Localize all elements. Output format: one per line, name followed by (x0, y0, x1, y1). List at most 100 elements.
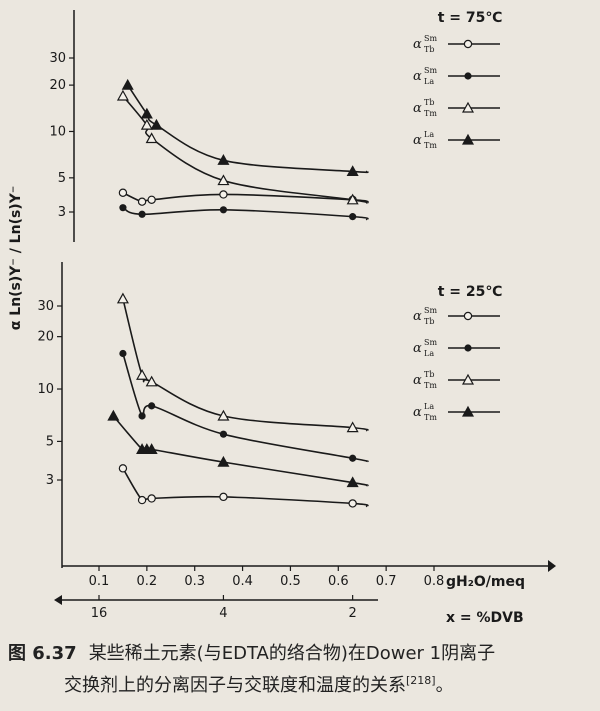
x-tick-label: 0.8 (424, 574, 445, 589)
data-point (119, 349, 127, 358)
data-point (219, 430, 228, 438)
data-point (217, 174, 230, 186)
data-point (217, 409, 230, 421)
data-point (219, 492, 228, 502)
series-la-tm: α La Tm (107, 402, 500, 488)
data-point (346, 421, 359, 433)
y-tick-label: 20 (37, 330, 54, 345)
x-tick-label: 0.3 (184, 574, 205, 589)
legend-sub: Tb (424, 45, 434, 54)
data-point (148, 402, 156, 410)
data-point (219, 206, 228, 214)
x-tick-label: 0.4 (232, 574, 253, 589)
data-point (119, 204, 127, 212)
x-tick-label: 0.1 (89, 574, 110, 589)
data-point (145, 443, 158, 454)
legend-sup: Tb (424, 98, 434, 107)
legend-sup: La (424, 402, 434, 411)
panel-title: t = 25℃ (438, 284, 503, 300)
data-point (138, 210, 146, 218)
legend-sub: Tm (424, 109, 437, 118)
legend-entry: α (413, 373, 422, 388)
data-point (461, 373, 475, 385)
caption-line2: 交换剂上的分离因子与交联度和温度的关系 (64, 675, 406, 696)
data-point (140, 107, 153, 119)
x2-tick-label: 16 (91, 606, 108, 621)
series-line (122, 206, 369, 221)
x2-tick-label: 2 (349, 606, 357, 621)
data-point (107, 409, 120, 421)
data-point (219, 190, 228, 199)
data-point (349, 213, 357, 221)
data-point (116, 89, 129, 101)
data-point (464, 344, 472, 352)
caption-ref: [218] (406, 674, 436, 687)
data-point (346, 476, 359, 488)
y-tick-label: 10 (37, 382, 54, 397)
data-point (136, 369, 149, 380)
data-point (147, 494, 156, 503)
caption-line2-wrap: 交换剂上的分离因子与交联度和温度的关系[218]。 (8, 667, 592, 699)
figure-caption: 图 6.37 某些稀土元素(与EDTA的络合物)在Dower 1阴离子 交换剂上的… (8, 640, 592, 699)
y-tick-label: 20 (49, 78, 66, 93)
data-point (118, 188, 128, 197)
legend-entry: α (413, 101, 422, 116)
y-tick-label: 5 (46, 434, 54, 449)
x-tick-label: 0.5 (280, 574, 301, 589)
x-tick-label: 0.2 (137, 574, 158, 589)
data-point (461, 133, 475, 145)
legend-entry: α (413, 133, 422, 148)
x2-axis-label: x = %DVB (446, 610, 524, 626)
x-axis-arrow (548, 560, 556, 572)
data-point (138, 412, 146, 420)
legend-sub: Tm (424, 381, 437, 390)
x-tick-label: 0.6 (328, 574, 349, 589)
x2-axis-arrow (54, 595, 62, 605)
x-tick-label: 0.7 (376, 574, 397, 589)
data-point (217, 154, 230, 165)
legend-entry: α (413, 309, 422, 324)
data-point (147, 195, 156, 205)
data-point (121, 78, 134, 90)
data-point (150, 118, 163, 130)
data-point (461, 405, 475, 417)
data-point (348, 499, 357, 508)
legend-entry: α (413, 405, 422, 420)
legend-sub: Tm (424, 141, 437, 150)
y-tick-label: 3 (58, 205, 66, 220)
legend-sup: Tb (424, 370, 434, 379)
series-line (127, 84, 369, 174)
legend-sup: Sm (424, 306, 437, 315)
data-point (145, 132, 158, 144)
data-point (464, 72, 472, 80)
data-point (217, 455, 230, 467)
legend-sup: Sm (424, 338, 437, 347)
legend-sub: Tb (424, 317, 434, 326)
legend-entry: α (413, 341, 422, 356)
data-point (116, 292, 129, 304)
separation-factor-chart: 0.1 0.2 0.3 0.4 0.5 0.6 0.7 0.8 gH₂O/meq 16 4 2 x = … (8, 10, 556, 626)
data-point (349, 454, 357, 462)
series-line (122, 467, 369, 508)
legend-sup: Sm (424, 66, 437, 75)
caption-number: 图 6.37 (8, 643, 77, 664)
series-line (122, 353, 369, 463)
legend-entry: α (413, 37, 422, 52)
legend-sup: Sm (424, 34, 437, 43)
y-tick-label: 5 (58, 171, 66, 186)
data-point (461, 101, 475, 113)
legend-entry: α (413, 69, 422, 84)
x-axis-label: gH₂O/meq (446, 574, 525, 590)
legend-sub: Tm (424, 413, 437, 422)
legend-sup: La (424, 130, 434, 139)
legend-sub: La (424, 349, 434, 358)
data-point (346, 193, 359, 205)
x2-tick-label: 4 (219, 606, 227, 621)
data-point (463, 39, 473, 49)
